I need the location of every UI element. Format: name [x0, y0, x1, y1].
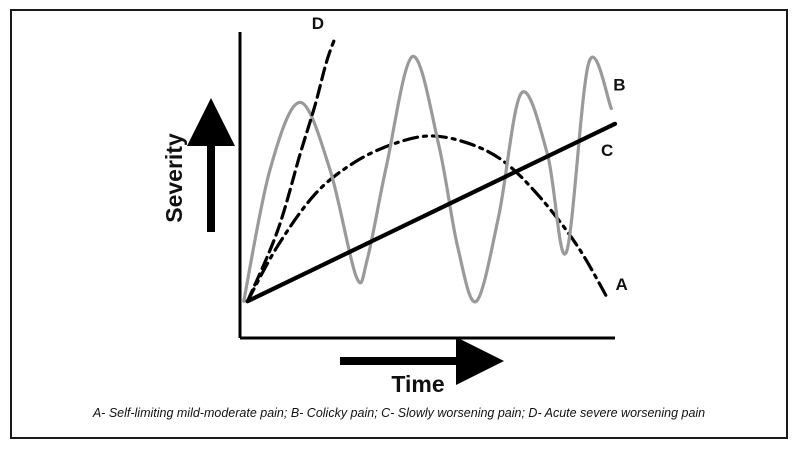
y-axis-title: Severity [161, 133, 187, 223]
series-b-label: B [613, 76, 625, 95]
series-b-line [242, 54, 613, 304]
series-c-label: C [601, 141, 613, 160]
series-a-label: A [616, 275, 628, 294]
series-layer [242, 39, 618, 304]
axes [238, 32, 615, 340]
figure-frame [10, 9, 788, 439]
series-c-line [245, 121, 618, 304]
x-axis-title: Time [391, 371, 444, 397]
series-d-label: D [312, 14, 324, 33]
series-a-line [245, 134, 610, 303]
figure-caption: A- Self-limiting mild-moderate pain; B- … [92, 406, 706, 420]
curve-label-layer: A B C D [312, 14, 628, 294]
series-d-line [245, 39, 336, 303]
